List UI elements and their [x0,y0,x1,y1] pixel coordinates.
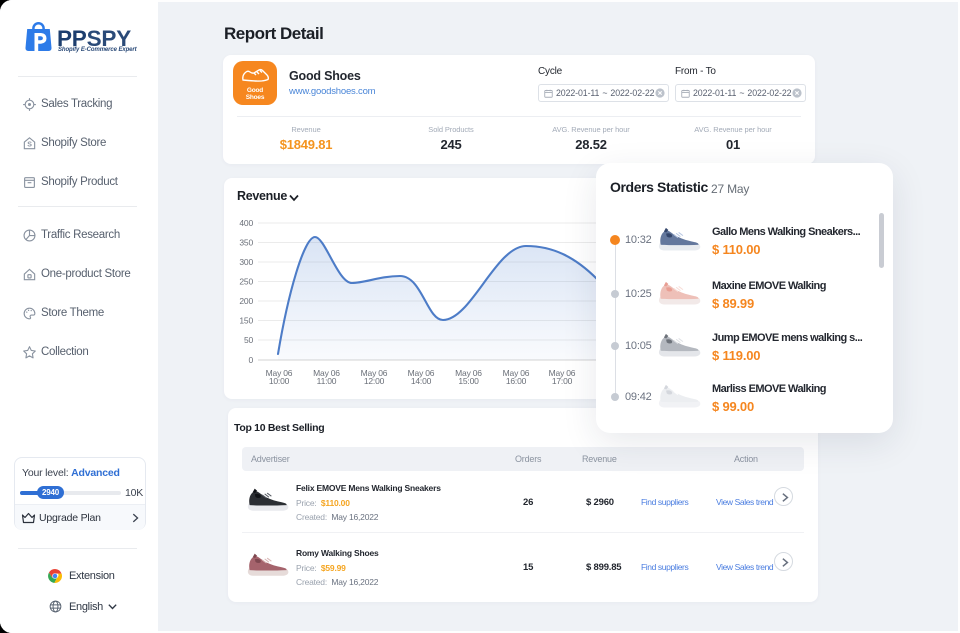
svg-text:300: 300 [239,257,253,267]
svg-text:May 06: May 06 [361,368,388,378]
svg-text:May 06: May 06 [313,368,340,378]
svg-text:12:00: 12:00 [364,376,385,386]
svg-text:16:00: 16:00 [506,376,527,386]
svg-text:May 06: May 06 [408,368,435,378]
svg-text:11:00: 11:00 [317,376,337,386]
svg-text:400: 400 [239,218,253,228]
svg-text:May 06: May 06 [549,368,576,378]
svg-text:14:00: 14:00 [411,376,432,386]
svg-text:17:00: 17:00 [552,376,573,386]
svg-text:350: 350 [239,238,253,248]
svg-text:S: S [27,141,32,148]
svg-text:250: 250 [239,277,253,287]
svg-text:10:00: 10:00 [269,376,290,386]
svg-text:15:00: 15:00 [458,376,479,386]
svg-text:0: 0 [248,355,253,365]
svg-text:200: 200 [239,296,253,306]
svg-text:May 06: May 06 [503,368,530,378]
svg-text:May 06: May 06 [266,368,293,378]
svg-text:150: 150 [239,316,253,326]
svg-text:May 06: May 06 [455,368,482,378]
svg-text:50: 50 [244,335,254,345]
